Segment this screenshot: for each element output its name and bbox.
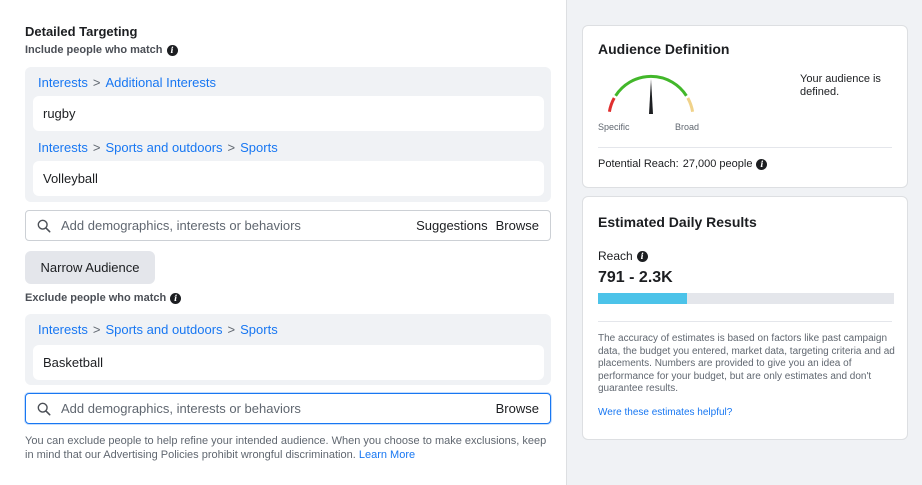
exclude-label: Exclude people who match i [25,292,182,304]
crumb-separator: > [92,140,101,155]
crumb-link[interactable]: Interests [38,75,88,90]
reach-value: 791 - 2.3K [598,269,673,286]
crumb-link[interactable]: Sports [240,322,278,337]
section-title: Detailed Targeting [25,24,138,39]
crumb-separator: > [227,140,236,155]
crumb-link[interactable]: Interests [38,140,88,155]
search-icon [37,219,51,232]
card-title: Estimated Daily Results [598,214,757,230]
reach-bar-fill [598,293,687,304]
search-placeholder: Add demographics, interests or behaviors [61,218,301,233]
audience-gauge [607,74,695,114]
include-group: Interests > Additional Interests rugby I… [25,67,551,202]
crumb-link[interactable]: Sports and outdoors [105,322,223,337]
search-placeholder: Add demographics, interests or behaviors [61,401,301,416]
narrow-audience-button[interactable]: Narrow Audience [25,251,155,284]
summary-panel: Audience Definition Specific Broad Your … [566,0,922,485]
breadcrumb: Interests > Sports and outdoors > Sports [38,322,278,337]
exclude-search-input[interactable]: Add demographics, interests or behaviors… [25,393,551,424]
specific-label: Specific [598,122,630,132]
audience-definition-card: Audience Definition Specific Broad Your … [582,25,908,188]
audience-status: Your audience is defined. [800,73,881,98]
include-label: Include people who match i [25,44,178,56]
estimated-results-card: Estimated Daily Results Reach i 791 - 2.… [582,196,908,440]
info-icon[interactable]: i [170,292,182,304]
gauge-green-segment [614,74,688,97]
potential-reach: Potential Reach: 27,000 people i [598,158,768,170]
exclude-group: Interests > Sports and outdoors > Sports… [25,314,551,385]
targeting-item[interactable]: rugby [33,96,544,131]
browse-link[interactable]: Browse [495,401,539,416]
detailed-targeting-panel: Detailed Targeting Include people who ma… [25,24,555,462]
browse-link[interactable]: Browse [495,218,539,233]
include-label-text: Include people who match [25,44,163,56]
divider [598,147,892,148]
crumb-separator: > [92,75,101,90]
breadcrumb: Interests > Additional Interests [38,75,216,90]
estimates-disclaimer: The accuracy of estimates is based on fa… [598,333,895,394]
exclusion-note-text: You can exclude people to help refine yo… [25,435,547,461]
crumb-link[interactable]: Additional Interests [105,75,217,90]
reach-label: Reach i [598,249,648,263]
info-icon[interactable]: i [166,44,178,56]
gauge-needle [649,79,653,114]
crumb-link[interactable]: Sports [240,140,278,155]
potential-reach-label: Potential Reach: [598,158,679,170]
targeting-item[interactable]: Volleyball [33,161,544,196]
feedback-link[interactable]: Were these estimates helpful? [598,407,733,418]
potential-reach-value: 27,000 people [682,158,753,170]
reach-label-text: Reach [598,249,633,263]
breadcrumb: Interests > Sports and outdoors > Sports [38,140,278,155]
search-icon [37,402,51,415]
gauge-red-segment [607,97,616,113]
suggestions-link[interactable]: Suggestions [416,218,488,233]
targeting-item[interactable]: Basketball [33,345,544,380]
exclusion-note: You can exclude people to help refine yo… [25,434,555,462]
include-search-input[interactable]: Add demographics, interests or behaviors… [25,210,551,241]
info-icon[interactable]: i [636,250,648,262]
broad-label: Broad [675,122,700,132]
crumb-separator: > [227,322,236,337]
crumb-separator: > [92,322,101,337]
learn-more-link[interactable]: Learn More [358,449,416,461]
reach-bar [598,293,894,304]
exclude-label-text: Exclude people who match [25,292,167,304]
info-icon[interactable]: i [756,158,768,170]
card-title: Audience Definition [598,41,730,57]
crumb-link[interactable]: Interests [38,322,88,337]
crumb-link[interactable]: Sports and outdoors [105,140,223,155]
gauge-yellow-segment [686,97,695,113]
divider [598,321,892,322]
